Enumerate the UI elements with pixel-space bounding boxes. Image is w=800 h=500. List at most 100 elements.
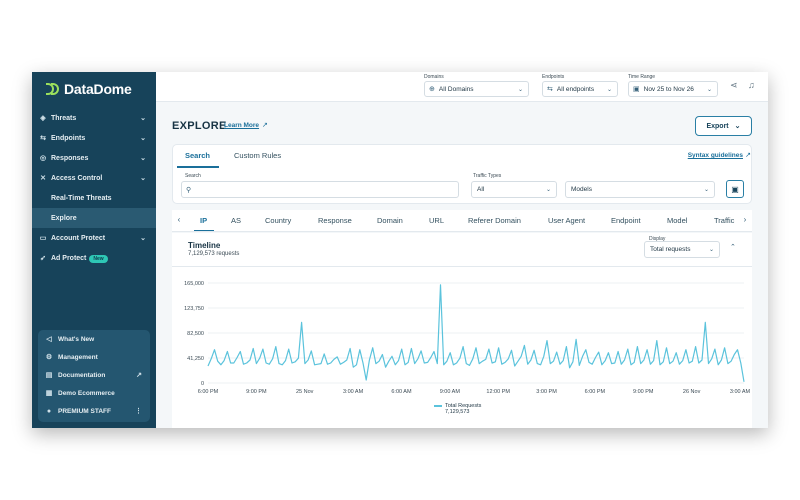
demo-ecommerce-link[interactable]: ▦ Demo Ecommerce — [45, 389, 115, 398]
chart-legend[interactable]: Total Requests 7,129,573 — [434, 403, 481, 415]
tab-domain[interactable]: Domain — [377, 216, 403, 225]
gear-icon: ⚙ — [45, 354, 53, 361]
tab-model[interactable]: Model — [667, 216, 688, 225]
x-tick-label: 3:00 AM — [730, 389, 751, 395]
x-tick-label: 3:00 PM — [536, 389, 557, 395]
tab-country[interactable]: Country — [265, 216, 292, 225]
domains-caption: Domains — [424, 74, 444, 80]
learn-more-link[interactable]: Learn More — [224, 122, 260, 129]
tab-user-agent[interactable]: User Agent — [548, 216, 586, 225]
documentation-link[interactable]: ▤ Documentation ↗ — [45, 371, 142, 380]
datadome-logo-icon — [46, 83, 60, 95]
whats-new-link[interactable]: ◁ What's New — [38, 330, 150, 348]
page-title: EXPLORE — [172, 120, 227, 132]
active-tab-indicator — [177, 166, 219, 168]
sidebar-item-account-protect[interactable]: ▭ Account Protect ⌄ — [32, 228, 156, 248]
x-tick-label: 9:00 AM — [440, 389, 461, 395]
x-tick-label: 25 Nov — [296, 389, 314, 395]
active-tab-indicator — [194, 230, 214, 231]
chevron-down-icon: ⌄ — [606, 86, 612, 93]
tab-custom-rules[interactable]: Custom Rules — [234, 151, 282, 160]
external-link-icon: ↗ — [262, 122, 268, 129]
x-tick-label: 6:00 AM — [391, 389, 412, 395]
chevron-down-icon: ⌄ — [140, 115, 146, 122]
divider — [172, 266, 752, 267]
top-bar: Domains ⊕ All Domains ⌄ Endpoints ⇆ All … — [156, 72, 768, 102]
timeline-card: Timeline 7,129,573 requests Display Tota… — [172, 233, 752, 428]
display-select[interactable]: Total requests ⌄ — [644, 241, 720, 258]
tab-as[interactable]: AS — [231, 216, 242, 225]
shield-icon: ◈ — [40, 115, 46, 122]
y-tick-label: 41,250 — [187, 356, 204, 362]
tab-response[interactable]: Response — [318, 216, 352, 225]
x-tick-label: 12:00 PM — [486, 389, 510, 395]
syntax-guidelines-link[interactable]: Syntax guidelines — [687, 152, 743, 159]
chevron-up-icon[interactable]: ⌃ — [730, 244, 736, 251]
export-button[interactable]: Export ⌄ — [695, 116, 752, 136]
time-range-select[interactable]: ▣ Nov 25 to Nov 26 ⌄ — [628, 81, 718, 97]
sidebar-item-real-time-threats[interactable]: Real-Time Threats — [32, 188, 156, 208]
tab-traffic[interactable]: Traffic — [714, 216, 735, 225]
tab-ip[interactable]: IP — [200, 216, 208, 225]
tab-search[interactable]: Search — [185, 151, 211, 160]
ad-icon: ➹ — [40, 255, 46, 262]
x-tick-label: 26 Nov — [683, 389, 701, 395]
sidebar-bottom-panel: ◁ What's New ⚙ Management ▤ Documentatio… — [38, 330, 150, 422]
sidebar-item-endpoints[interactable]: ⇆ Endpoints ⌄ — [32, 128, 156, 148]
timeline-title: Timeline — [188, 241, 221, 250]
brand-logo[interactable]: DataDome — [46, 81, 132, 97]
globe-icon: ⊕ — [429, 86, 435, 93]
legend-series-name: Total Requests — [445, 403, 482, 409]
bell-icon[interactable]: ♫ — [748, 80, 755, 90]
traffic-types-select[interactable]: All ⌄ — [471, 181, 557, 198]
tab-url[interactable]: URL — [429, 216, 445, 225]
sidebar-item-threats[interactable]: ◈ Threats ⌄ — [32, 108, 156, 128]
chevron-down-icon: ⌄ — [140, 155, 146, 162]
endpoint-icon: ⇆ — [40, 135, 46, 142]
sidebar-item-label: Real-Time Threats — [51, 194, 112, 202]
new-badge: New — [89, 254, 108, 263]
endpoints-select[interactable]: ⇆ All endpoints ⌄ — [542, 81, 618, 97]
traffic-types-caption: Traffic Types — [473, 173, 502, 179]
chevron-down-icon: ⌄ — [140, 175, 146, 182]
sidebar-item-label: Access Control — [51, 174, 103, 182]
display-caption: Display — [649, 236, 666, 242]
domains-select[interactable]: ⊕ All Domains ⌄ — [424, 81, 529, 97]
models-select[interactable]: Models ⌄ — [565, 181, 715, 198]
y-tick-label: 123,750 — [184, 306, 204, 312]
chevron-right-icon[interactable]: › — [738, 215, 752, 224]
series-line-total-requests[interactable] — [207, 284, 745, 382]
responses-icon: ◎ — [39, 155, 47, 162]
sidebar-item-ad-protect[interactable]: ➹ Ad Protect New — [32, 248, 156, 268]
user-icon: ● — [46, 407, 52, 415]
sidebar-item-label: Ad Protect — [51, 254, 87, 262]
sidebar-item-label: Account Protect — [51, 234, 106, 242]
sidebar-item-label: Responses — [51, 154, 89, 162]
sidebar-item-explore[interactable]: Explore — [32, 208, 156, 228]
x-tick-label: 3:00 AM — [343, 389, 364, 395]
tab-referer-domain[interactable]: Referer Domain — [468, 216, 521, 225]
y-tick-label: 0 — [201, 381, 204, 387]
more-vertical-icon[interactable]: ⋮ — [135, 408, 142, 415]
save-icon: ▣ — [731, 184, 739, 194]
y-tick-label: 165,000 — [184, 281, 204, 287]
chevron-down-icon: ⌄ — [708, 247, 714, 253]
sidebar-item-label: Threats — [51, 114, 77, 122]
search-panel: Search Custom Rules Syntax guidelines ↗ … — [172, 144, 752, 204]
chevron-down-icon: ⌄ — [706, 86, 712, 93]
brand-name: DataDome — [64, 81, 132, 97]
sidebar-item-access-control[interactable]: ✕ Access Control ⌄ — [32, 168, 156, 188]
chevron-down-icon: ⌄ — [734, 123, 741, 130]
save-query-button[interactable]: ▣ — [726, 180, 744, 198]
account-icon: ▭ — [39, 235, 47, 242]
search-input[interactable]: ⚲ — [181, 181, 459, 198]
chevron-down-icon: ⌄ — [140, 135, 146, 142]
tab-endpoint[interactable]: Endpoint — [611, 216, 641, 225]
external-link-icon: ↗ — [136, 372, 142, 379]
share-icon[interactable]: ⋖ — [730, 80, 738, 90]
user-menu[interactable]: ● PREMIUM STAFF ⋮ — [38, 402, 150, 420]
sidebar-item-responses[interactable]: ◎ Responses ⌄ — [32, 148, 156, 168]
management-link[interactable]: ⚙ Management — [45, 353, 98, 362]
document-icon: ▤ — [45, 372, 53, 379]
chevron-left-icon[interactable]: ‹ — [172, 215, 186, 224]
